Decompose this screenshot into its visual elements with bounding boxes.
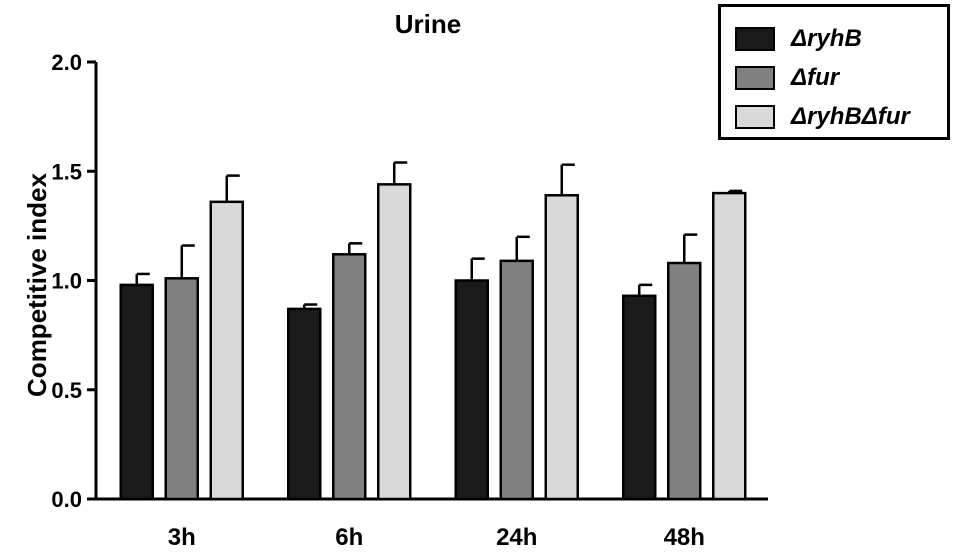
legend-swatch-fur	[735, 66, 775, 90]
y-tick-label: 0.5	[51, 378, 82, 403]
y-tick-label: 1.0	[51, 269, 82, 294]
bar	[209, 200, 244, 501]
legend-swatch-ryhb	[735, 27, 775, 51]
legend-label-ryhb: ΔryhB	[791, 25, 862, 52]
bar	[622, 294, 657, 501]
bar	[454, 279, 489, 501]
y-tick-label: 1.5	[51, 159, 82, 184]
legend-label-fur: Δfur	[791, 64, 840, 91]
y-tick-label: 2.0	[51, 50, 82, 75]
x-tick-label: 48h	[664, 524, 705, 551]
y-axis-label: Competitive index	[22, 172, 52, 396]
x-tick-label: 24h	[496, 524, 537, 551]
legend: ΔryhB Δfur ΔryhBΔfur	[718, 4, 950, 140]
bar	[499, 259, 534, 501]
legend-item-ryhb-fur: ΔryhBΔfur	[735, 103, 910, 131]
legend-item-fur: Δfur	[735, 64, 839, 92]
bar	[119, 283, 154, 501]
legend-label-ryhb-fur: ΔryhBΔfur	[791, 103, 910, 130]
y-tick-label: 0.0	[51, 487, 82, 512]
bar	[164, 277, 199, 501]
bar	[544, 194, 579, 501]
legend-swatch-ryhb-fur	[735, 105, 775, 129]
x-tick-label: 3h	[168, 524, 196, 551]
bar	[287, 307, 322, 501]
axes: 0.0 0.5 1.0 1.5 2.0	[51, 50, 768, 512]
bar	[332, 253, 367, 501]
bar	[667, 261, 702, 501]
legend-item-ryhb: ΔryhB	[735, 25, 862, 53]
chart-title: Urine	[395, 9, 461, 39]
x-tick-label: 6h	[335, 524, 363, 551]
bar	[377, 183, 412, 501]
bar	[712, 191, 747, 501]
bars: 3h 6h 24h 48h	[119, 161, 747, 551]
